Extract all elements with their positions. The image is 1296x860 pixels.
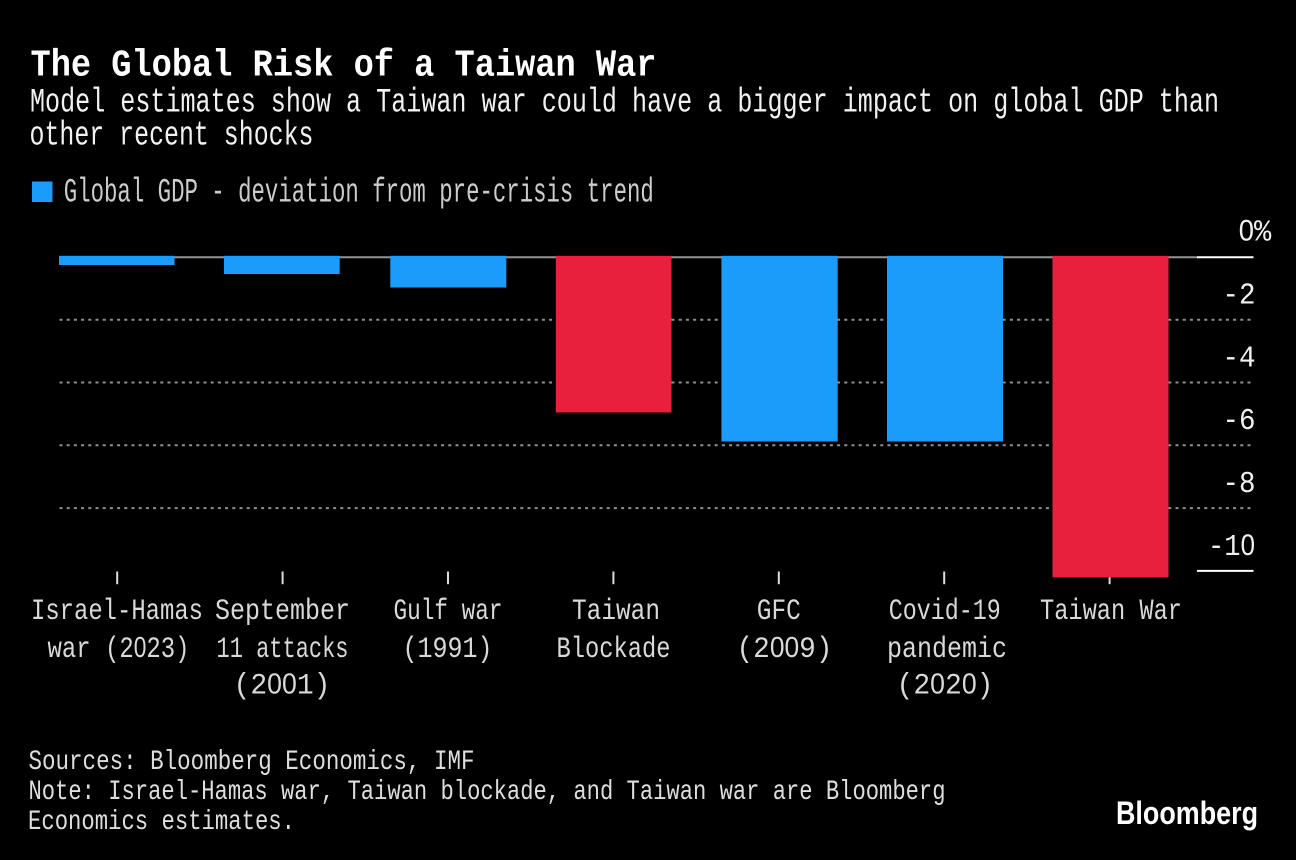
svg-text:Israel-Hamas: Israel-Hamas [31, 595, 203, 629]
svg-text:(2001): (2001) [234, 669, 331, 704]
svg-text:war (2023): war (2023) [48, 632, 190, 667]
svg-text:11 attacks: 11 attacks [217, 633, 349, 667]
svg-text:(2009): (2009) [737, 632, 833, 667]
svg-text:pandemic: pandemic [887, 633, 1007, 667]
svg-text:0%: 0% [1239, 214, 1272, 250]
svg-text:(1991): (1991) [403, 633, 493, 667]
svg-text:-8: -8 [1223, 467, 1256, 502]
svg-text:Model estimates show a Taiwan: Model estimates show a Taiwan war could … [30, 85, 1219, 123]
svg-text:Blockade: Blockade [557, 633, 671, 667]
svg-text:Global GDP - deviation from pr: Global GDP - deviation from pre-crisis t… [64, 175, 654, 213]
svg-text:Note: Israel-Hamas war, Taiwan: Note: Israel-Hamas war, Taiwan blockade,… [29, 777, 946, 808]
svg-text:September: September [215, 595, 350, 629]
svg-text:-6: -6 [1223, 404, 1256, 439]
svg-text:Gulf war: Gulf war [394, 595, 503, 629]
svg-text:Bloomberg: Bloomberg [1116, 795, 1258, 831]
svg-text:-10: -10 [1208, 529, 1255, 565]
svg-text:GFC: GFC [757, 595, 801, 629]
svg-text:Economics estimates.: Economics estimates. [28, 807, 295, 838]
svg-text:other recent shocks: other recent shocks [30, 118, 314, 156]
svg-text:Taiwan: Taiwan [572, 595, 660, 629]
svg-text:-2: -2 [1223, 279, 1256, 314]
svg-text:-4: -4 [1223, 341, 1256, 376]
svg-text:Sources: Bloomberg Economics,: Sources: Bloomberg Economics, IMF [29, 747, 475, 778]
svg-text:(2020): (2020) [897, 669, 994, 704]
svg-text:Taiwan War: Taiwan War [1040, 595, 1182, 629]
svg-text:The Global Risk of a Taiwan Wa: The Global Risk of a Taiwan War [31, 45, 657, 88]
svg-text:Covid-19: Covid-19 [889, 595, 1001, 629]
